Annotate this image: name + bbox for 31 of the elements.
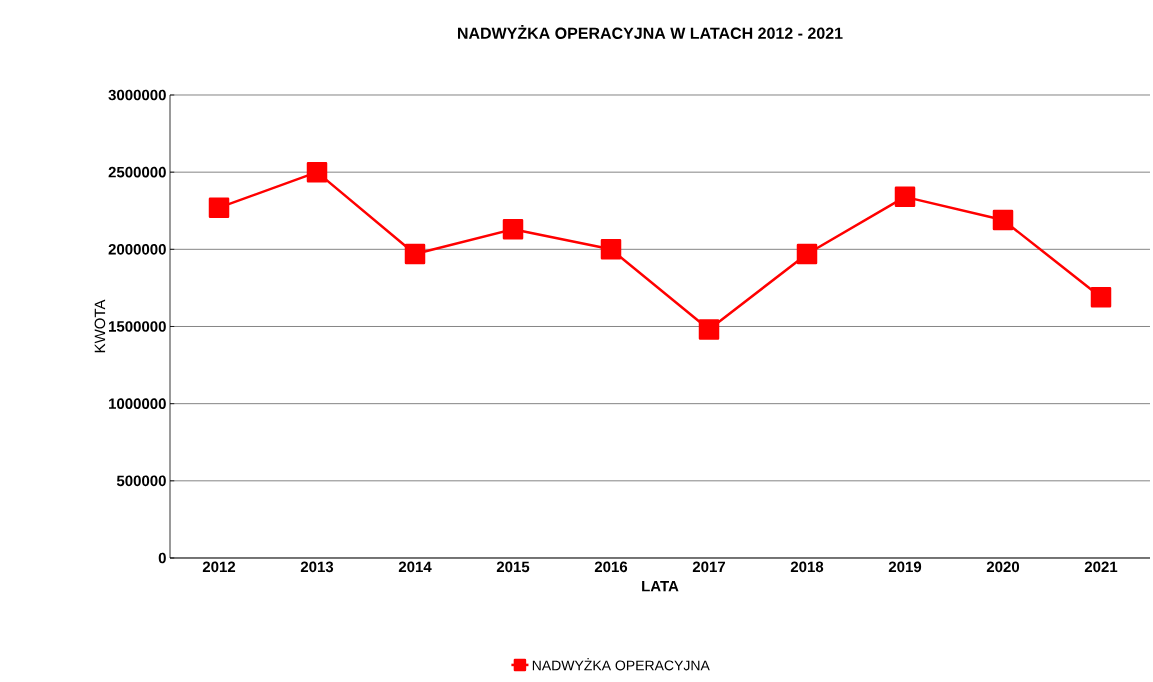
- y-tick-label: 1000000: [109, 398, 166, 409]
- point: [306, 161, 328, 183]
- y-tick-label: 3000000: [108, 89, 166, 101]
- point: [404, 243, 426, 265]
- chart-title: NADWYŻKA OPERACYJNA W LATACH 2012 - 2021: [458, 25, 843, 39]
- y-tick-label: 500000: [116, 475, 166, 487]
- y-axis-title: KWOTA: [94, 299, 106, 353]
- x-tick-label: 2012: [202, 561, 236, 573]
- x-tick-label: 2014: [398, 561, 432, 573]
- x-tick-label: 2017: [692, 561, 726, 573]
- x-tick-label: 2021: [1084, 561, 1118, 573]
- x-tick-label: 2013: [300, 561, 334, 573]
- point: [502, 219, 524, 240]
- y-tick-label: 2500000: [108, 166, 166, 178]
- point: [796, 243, 818, 265]
- x-tick-label: 2018: [790, 561, 824, 573]
- x-tick-label: 2019: [888, 561, 922, 573]
- point: [894, 186, 916, 208]
- point: [698, 319, 720, 340]
- point: [1090, 286, 1112, 308]
- y-tick-label: 0: [158, 552, 166, 564]
- point: [992, 209, 1014, 231]
- legend-label: NADWYŻKA OPERACYJNA: [532, 658, 710, 671]
- y-tick-label: 1500000: [109, 321, 166, 332]
- y-tick-label: 2000000: [108, 244, 166, 255]
- point: [600, 239, 622, 260]
- x-tick-label: 2015: [496, 561, 530, 573]
- point: [208, 197, 230, 218]
- x-tick-label: 2016: [594, 561, 628, 573]
- x-axis-title: LATA: [642, 581, 679, 592]
- x-tick-label: 2020: [986, 561, 1020, 573]
